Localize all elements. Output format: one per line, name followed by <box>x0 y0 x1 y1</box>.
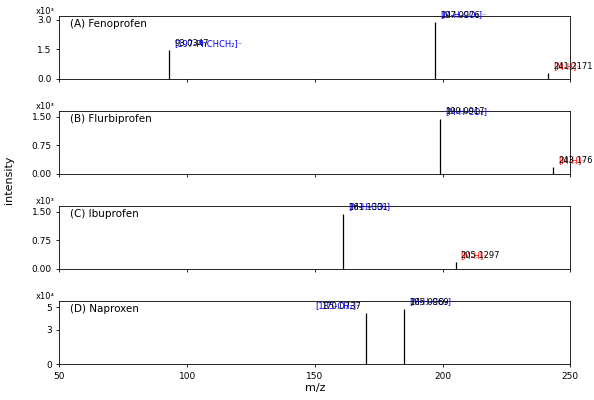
Text: [M-H]⁻: [M-H]⁻ <box>558 156 586 165</box>
Text: x10⁴: x10⁴ <box>35 292 54 302</box>
X-axis label: m/z: m/z <box>305 384 325 394</box>
Text: (C) Ibuprofen: (C) Ibuprofen <box>69 209 138 219</box>
Text: [M-H]⁻: [M-H]⁻ <box>553 62 580 71</box>
Text: [197-PhCHCH₂]⁻: [197-PhCHCH₂]⁻ <box>175 39 242 48</box>
Text: 197.0976: 197.0976 <box>440 0 480 20</box>
Text: x10³: x10³ <box>36 7 54 16</box>
Text: [185-CH₂]⁻: [185-CH₂]⁻ <box>315 302 361 310</box>
Text: 205.1297: 205.1297 <box>461 241 500 260</box>
Text: 93.0347: 93.0347 <box>175 28 209 48</box>
Text: [M-H-CO₂]⁻: [M-H-CO₂]⁻ <box>446 108 492 116</box>
Text: x10³: x10³ <box>36 102 54 111</box>
Text: [M-H-CO₂]⁻: [M-H-CO₂]⁻ <box>410 298 456 306</box>
Text: x10³: x10³ <box>36 197 54 206</box>
Text: intensity: intensity <box>4 156 14 204</box>
Text: 185.0969: 185.0969 <box>410 287 449 306</box>
Text: [M-H-CO₂]⁻: [M-H-CO₂]⁻ <box>440 10 486 20</box>
Text: (A) Fenoprofen: (A) Fenoprofen <box>69 18 147 28</box>
Text: 241.2171: 241.2171 <box>553 51 592 71</box>
Text: (D) Naproxen: (D) Naproxen <box>69 304 138 314</box>
Text: (B) Flurbiprofen: (B) Flurbiprofen <box>69 114 151 124</box>
Text: 170.0737: 170.0737 <box>321 291 361 310</box>
Text: 243.176: 243.176 <box>558 146 592 165</box>
Text: [M-H]⁻: [M-H]⁻ <box>461 251 488 260</box>
Text: [M-H-CO₂]⁻: [M-H-CO₂]⁻ <box>348 202 395 212</box>
Text: 161.1331: 161.1331 <box>348 192 388 212</box>
Text: 199.0917: 199.0917 <box>446 97 485 116</box>
